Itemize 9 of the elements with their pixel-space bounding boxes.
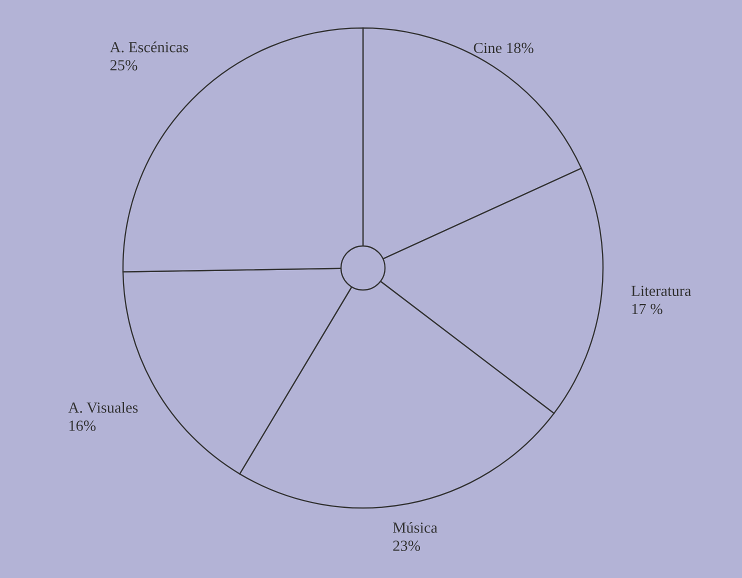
slice-label: A. Escénicas: [110, 42, 188, 52]
slice-label: A. Visuales: [68, 402, 138, 413]
slice-label: Cine 18%: [474, 42, 534, 54]
data-label: 16%: [69, 420, 96, 431]
data-label: 25%: [110, 60, 138, 70]
slice-label: Literatura: [631, 286, 692, 296]
data-label: 17 %: [632, 304, 662, 314]
data-label: 23%: [393, 540, 420, 551]
slice-label: Música: [392, 522, 438, 533]
